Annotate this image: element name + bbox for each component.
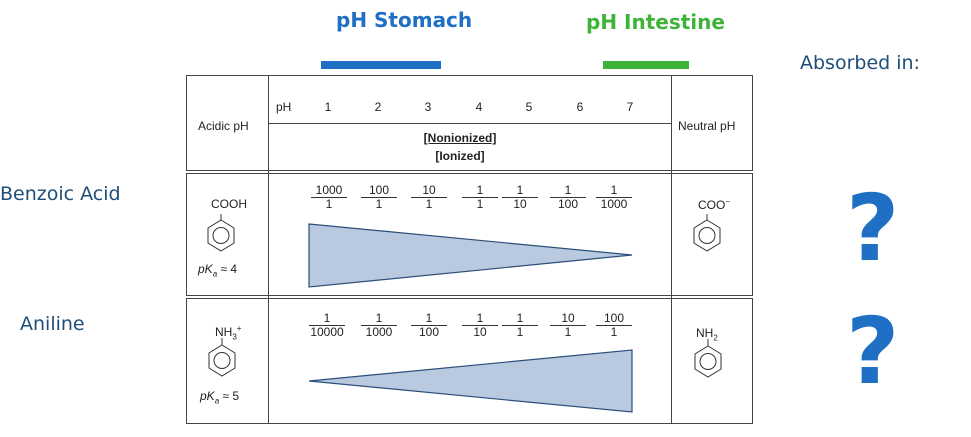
ph-tick: 4 — [475, 100, 483, 114]
aniline-ratio: 1 1000 — [357, 312, 401, 339]
aniline-ratio: 1 10000 — [309, 311, 345, 339]
benzoate-ring-icon — [693, 214, 721, 252]
acidic-ph-label: Acidic pH — [198, 119, 249, 133]
ph-tick: 2 — [374, 100, 382, 114]
anilinium-ring-icon — [208, 338, 236, 377]
benzoic-ratio-wedge — [308, 223, 633, 288]
benzoic-ratio: 1 10 — [498, 184, 542, 211]
ph-axis-label: pH — [276, 100, 292, 114]
benzoic-ratio: 10 1 — [407, 184, 451, 211]
ionized-label: [Ionized] — [435, 149, 485, 163]
benzoic-ratio: 100 1 — [357, 184, 401, 211]
neutral-ph-label: Neutral pH — [678, 119, 736, 133]
aniline-ratio: 10 1 — [546, 312, 590, 339]
benzoic-acid-label: Benzoic Acid — [0, 183, 121, 205]
aniline-ratio: 1 100 — [407, 312, 451, 339]
benzoate-formula: COO− — [698, 197, 731, 212]
intestine-ph-label: pH Intestine — [586, 10, 725, 34]
ph-tick: 1 — [324, 100, 332, 114]
question-mark-aniline: ? — [846, 298, 900, 405]
benzoic-ratio: 1000 1 — [307, 184, 351, 211]
aniline-ratio-wedge — [308, 349, 633, 413]
intestine-ph-bar — [603, 61, 689, 69]
ph-tick: 5 — [525, 100, 533, 114]
aniline-ring-icon — [694, 339, 722, 378]
absorbed-in-label: Absorbed in: — [800, 52, 920, 74]
aniline-ratio: 1 10 — [458, 312, 502, 339]
anilinium-formula: NH3+ — [215, 324, 242, 342]
ph-tick: 7 — [626, 100, 634, 114]
aniline-pka: pKa ≈ 5 — [200, 389, 240, 406]
ph-tick: 6 — [576, 100, 584, 114]
stomach-ph-bar — [321, 61, 441, 69]
nonionized-label: [Nonionized] — [423, 131, 497, 145]
benzoic-acid-formula: COOH — [211, 197, 247, 211]
benzoic-pka: pKa ≈ 4 — [198, 262, 238, 279]
aniline-label: Aniline — [20, 313, 85, 335]
benzoic-ratio: 1 1000 — [592, 184, 636, 211]
aniline-formula: NH2 — [696, 326, 718, 343]
question-mark-benzoic: ? — [846, 175, 900, 282]
benzoic-ratio: 1 100 — [546, 184, 590, 211]
aniline-ratio: 100 1 — [592, 312, 636, 339]
stomach-ph-label: pH Stomach — [336, 8, 473, 32]
benzoic-acid-ring-icon — [207, 214, 235, 252]
ph-tick: 3 — [424, 100, 432, 114]
